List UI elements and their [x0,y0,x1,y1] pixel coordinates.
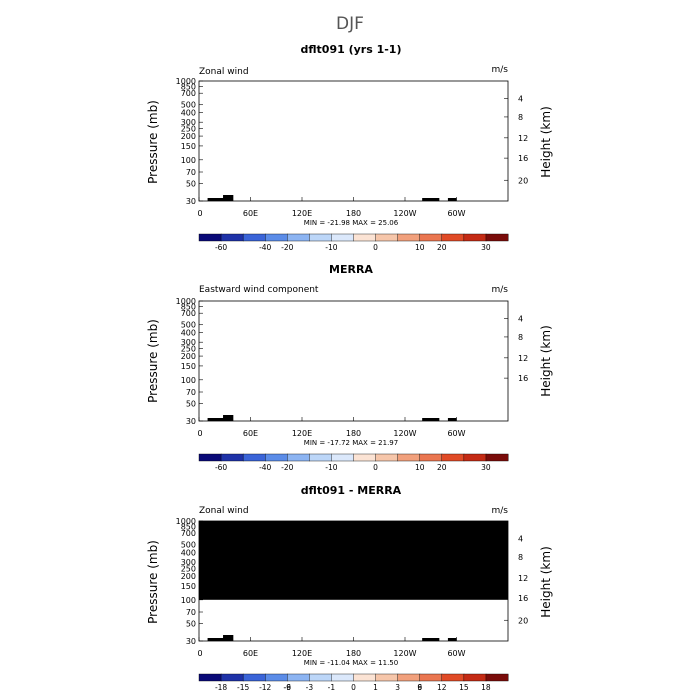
colorbar-swatch [375,233,399,242]
topography-bar [422,198,440,201]
y-axis-label: Pressure (mb) [146,100,160,184]
y-axis-right-label: Height (km) [539,325,553,396]
height-tick-label: 8 [518,113,523,122]
figure-title: DJF [336,14,364,34]
pressure-tick-label: 50 [186,180,196,189]
colorbar-label: -10 [325,243,337,252]
x-tick-label: 120E [292,209,312,218]
colorbar-swatch [463,233,487,242]
pressure-tick-label: 1000 [176,77,196,86]
min-max-text: MIN = -17.72 MAX = 21.97 [304,439,398,447]
colorbar-swatch [441,233,465,242]
units-label: m/s [492,65,509,75]
colorbar: -60 -40 -20 -10 0 10 20 30 [198,233,509,252]
plot-frame [198,80,509,202]
colorbar-swatch [287,233,310,242]
colorbar-label: -40 [259,243,271,252]
colorbar-swatch [397,233,421,242]
topography-bar [223,195,234,201]
colorbar-label: 0 [373,243,378,252]
height-tick-label: 4 [518,94,523,103]
y-axis-right-label: Height (km) [539,106,553,177]
colorbar-label: 20 [437,243,447,252]
topography-bar [207,198,230,201]
pressure-tick-label: 250 [181,124,196,133]
panel-title: dflt091 (yrs 1-1) [301,43,402,56]
colorbar-swatch [242,233,266,242]
colorbar-label: 30 [481,243,491,252]
x-tick-label: 180 [346,209,361,218]
colorbar-swatch [353,233,377,242]
colorbar-swatch [265,233,288,242]
height-tick-label: 12 [518,134,528,143]
pressure-tick-label: 700 [181,89,196,98]
x-tick-label: 60W [447,209,465,218]
pressure-tick-label: 200 [181,132,196,141]
topography-bar [447,198,457,201]
pressure-tick-label: 850 [181,83,196,92]
variable-label: Eastward wind component [199,285,319,295]
panel-model: dflt091 (yrs 1-1) Zonal wind m/s Pressur… [146,43,553,252]
variable-label: Zonal wind [199,67,249,77]
colorbar-swatch [220,233,244,242]
colorbar-swatch [331,233,354,242]
colorbar-swatch [419,233,443,242]
units-label: m/s [492,285,509,295]
pressure-tick-label: 500 [181,101,196,110]
colorbar-swatch [485,233,509,242]
x-tick-label: 60E [243,209,258,218]
pressure-tick-label: 150 [181,142,196,151]
colorbar-swatch [198,233,222,242]
pressure-tick-label: 70 [186,168,196,177]
colorbar-label: -20 [281,243,293,252]
pressure-tick-label: 300 [181,118,196,127]
colorbar-label: -60 [215,243,227,252]
height-tick-label: 20 [518,176,528,185]
panel-merra: MERRA Eastward wind component m/s Pressu… [146,263,553,472]
x-tick-label: 120W [393,209,416,218]
pressure-tick-label: 100 [181,156,196,165]
pressure-tick-label: 30 [186,197,196,206]
panel-title: MERRA [329,263,373,276]
pressure-tick-label: 400 [181,108,196,117]
min-max-text: MIN = -21.98 MAX = 25.06 [304,219,399,227]
colorbar-label: 10 [415,243,425,252]
y-axis-label: Pressure (mb) [146,319,160,403]
height-tick-label: 16 [518,154,528,163]
colorbar-swatch [309,233,332,242]
x-tick-label: 0 [197,209,202,218]
